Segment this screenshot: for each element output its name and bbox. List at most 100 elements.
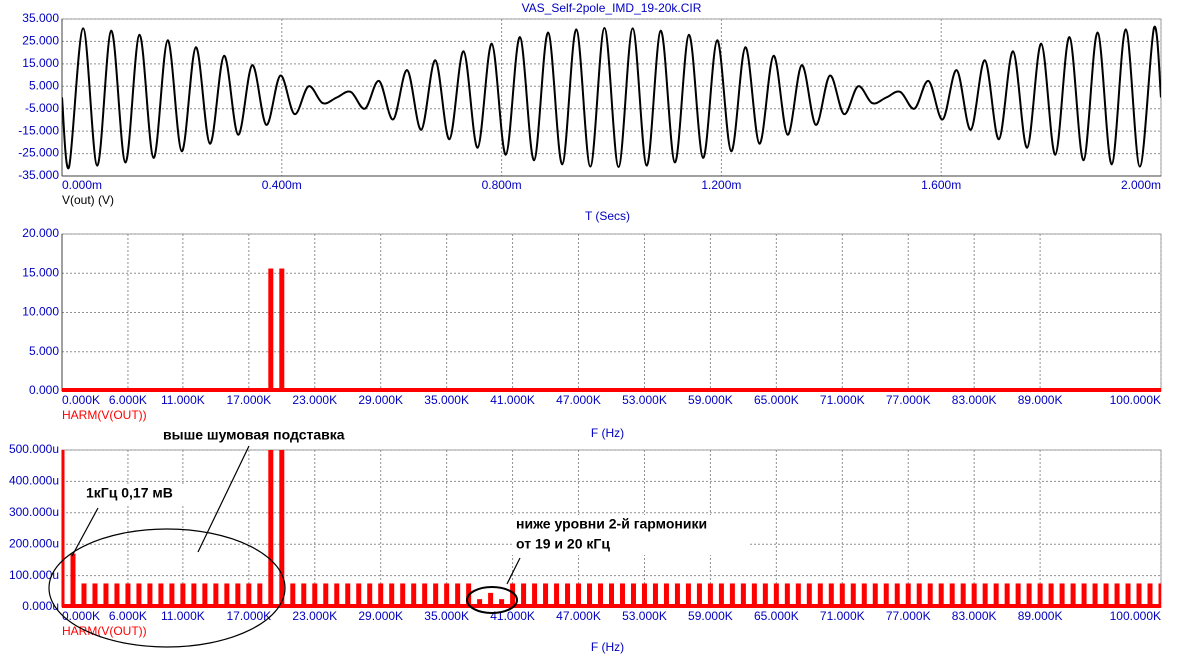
x-tick-label: 0.000K: [62, 393, 100, 407]
bar: [674, 583, 680, 607]
bar: [103, 583, 109, 607]
bar: [202, 583, 208, 607]
bar: [916, 583, 922, 607]
x-tick-label: 29.000K: [358, 609, 403, 623]
bar: [1015, 583, 1021, 607]
y-tick-label: -25.000: [18, 146, 59, 160]
x-tick-label: 41.000K: [490, 609, 535, 623]
x-axis-label: F (Hz): [591, 426, 624, 440]
bar: [411, 583, 417, 607]
bar: [400, 583, 406, 607]
y-tick-label: 35.000: [22, 11, 59, 25]
bar: [839, 583, 845, 607]
pointer-line: [71, 507, 99, 557]
bar: [1004, 583, 1010, 607]
y-tick-label: 400.000u: [9, 474, 59, 488]
bar: [521, 583, 527, 607]
x-tick-label: 1.200m: [701, 178, 741, 192]
x-tick-label: 83.000K: [952, 393, 997, 407]
y-tick-label: 500.000u: [9, 442, 59, 456]
bar: [850, 583, 856, 607]
bar: [619, 583, 625, 607]
bar: [543, 583, 549, 607]
bar: [784, 583, 790, 607]
bar: [740, 583, 746, 607]
x-tick-label: 100.000K: [1110, 609, 1161, 623]
y-tick-label: 5.000: [29, 344, 59, 358]
chart: 35.000 25.000 15.000 5.000 -5.000 -15.000 -25.…: [18, 1, 1162, 223]
series-label: HARM(V(OUT)): [62, 624, 147, 638]
series-label: HARM(V(OUT)): [62, 408, 147, 422]
bar: [81, 583, 87, 607]
bar: [433, 583, 439, 607]
bar: [894, 583, 900, 607]
annotation-bg: [512, 515, 748, 555]
bar: [1070, 583, 1076, 607]
bar: [92, 583, 98, 607]
bar: [70, 553, 76, 607]
bar: [587, 583, 593, 607]
bar: [707, 583, 713, 607]
x-tick-label: 71.000K: [820, 393, 865, 407]
bar: [158, 583, 164, 607]
bar: [982, 583, 988, 607]
annotation: 1кГц 0,17 мВ: [86, 485, 173, 501]
y-tick-label: 25.000: [22, 34, 59, 48]
bar: [246, 583, 252, 607]
x-tick-label: 77.000K: [886, 609, 931, 623]
y-tick-label: -5.000: [25, 101, 59, 115]
x-tick-label: 53.000K: [622, 609, 667, 623]
bar: [268, 268, 274, 391]
x-tick-label: 89.000K: [1018, 393, 1063, 407]
series-line: [62, 25, 1161, 170]
y-tick-label: 200.000u: [9, 536, 59, 550]
bar: [301, 583, 307, 607]
annotation-bg: [158, 426, 376, 446]
bar: [663, 583, 669, 607]
bar: [938, 583, 944, 607]
bar: [609, 583, 614, 607]
bar: [345, 583, 351, 607]
bar: [290, 583, 296, 607]
bar: [422, 583, 428, 607]
bar: [510, 583, 516, 607]
bar: [1158, 583, 1161, 607]
x-tick-label: 0.800m: [482, 178, 522, 192]
x-tick-label: 17.000K: [226, 609, 271, 623]
bar: [1026, 583, 1032, 607]
x-tick-label: 89.000K: [1018, 609, 1063, 623]
pointer-line: [506, 557, 521, 585]
bar: [367, 583, 373, 607]
bar: [872, 583, 878, 607]
x-tick-label: 23.000K: [292, 609, 337, 623]
plots: 35.000 25.000 15.000 5.000 -5.000 -15.000 -25.…: [9, 1, 1162, 654]
bar: [235, 583, 241, 607]
bar: [861, 583, 867, 607]
x-tick-label: 0.000m: [62, 178, 102, 192]
chart-title: VAS_Self-2pole_IMD_19-20k.CIR: [522, 1, 702, 15]
bar: [598, 583, 604, 607]
bar: [652, 583, 658, 607]
bar: [905, 583, 911, 607]
bar: [455, 583, 461, 607]
pointer-line: [197, 445, 250, 553]
x-tick-label: 23.000K: [292, 393, 337, 407]
bar: [1037, 583, 1043, 607]
bar: [136, 583, 142, 607]
bar: [125, 583, 131, 607]
y-tick-label: 15.000: [22, 56, 59, 70]
annotation-bg: [82, 484, 188, 504]
x-tick-label: 17.000K: [226, 393, 271, 407]
x-tick-label: 71.000K: [820, 609, 865, 623]
x-tick-label: 11.000K: [161, 609, 205, 623]
x-tick-label: 6.000K: [109, 609, 147, 623]
bar: [685, 583, 691, 607]
annotation: от 19 и 20 кГц: [516, 536, 610, 552]
bar: [191, 583, 197, 607]
bar: [268, 450, 274, 607]
x-tick-label: 100.000K: [1110, 393, 1161, 407]
bar: [488, 592, 494, 607]
bar: [751, 583, 757, 607]
bar: [1103, 583, 1109, 607]
